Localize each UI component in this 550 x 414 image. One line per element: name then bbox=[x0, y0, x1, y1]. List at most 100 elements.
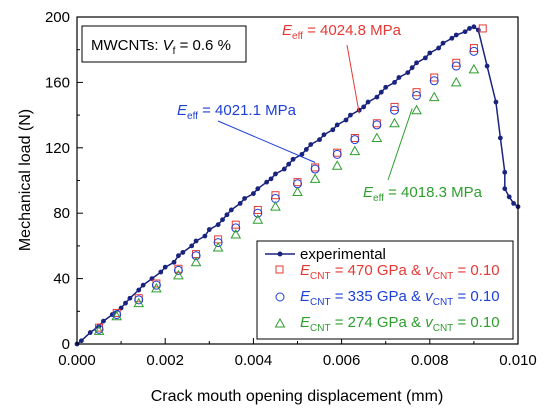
data-point bbox=[133, 297, 145, 308]
data-point bbox=[123, 300, 128, 306]
data-point bbox=[212, 242, 224, 252]
data-point bbox=[308, 142, 314, 147]
data-point bbox=[173, 269, 184, 280]
data-point bbox=[281, 166, 287, 172]
annotation-green-leader bbox=[387, 108, 413, 181]
y-tick-label: 0 bbox=[62, 336, 70, 353]
legend-swatch-circle bbox=[275, 292, 285, 302]
data-point bbox=[299, 151, 305, 157]
data-point bbox=[414, 60, 419, 66]
legend-335-mid: = 335 GPa & bbox=[331, 288, 426, 305]
data-point bbox=[471, 24, 477, 30]
data-point bbox=[253, 208, 263, 218]
data-point bbox=[94, 324, 104, 334]
data-point bbox=[158, 269, 164, 275]
data-point bbox=[392, 80, 397, 85]
data-point bbox=[193, 238, 199, 244]
x-tick-label: 0.000 bbox=[58, 352, 96, 369]
y-axis-title: Mechanical load (N) bbox=[17, 109, 34, 251]
legend-274-end: = 0.10 bbox=[453, 314, 499, 331]
data-point bbox=[497, 135, 503, 141]
data-point bbox=[237, 200, 243, 206]
data-point bbox=[317, 137, 322, 143]
annotation-blue: Eeff = 4021.1 MPa bbox=[177, 102, 316, 163]
data-point bbox=[268, 176, 274, 182]
series-2 bbox=[94, 46, 479, 334]
annotation-blue-var: E bbox=[177, 102, 188, 119]
data-point bbox=[242, 196, 247, 201]
data-point bbox=[251, 191, 256, 196]
data-point bbox=[140, 282, 146, 288]
legend-274-sub-a: CNT bbox=[310, 323, 331, 334]
x-axis-title: Crack mouth opening displacement (mm) bbox=[151, 388, 444, 405]
data-point bbox=[303, 147, 309, 152]
data-point bbox=[101, 318, 106, 324]
info-box: MWCNTs: Vf = 0.6 % bbox=[81, 25, 247, 63]
annotation-blue-leader bbox=[217, 120, 316, 163]
annotation-red-sub: eff bbox=[292, 31, 303, 42]
data-point bbox=[231, 223, 241, 233]
data-point bbox=[361, 104, 367, 110]
data-point bbox=[452, 58, 461, 67]
y-tick-label: 40 bbox=[53, 271, 70, 288]
data-point bbox=[321, 132, 327, 138]
series-3 bbox=[93, 63, 480, 335]
x-tick-label: 0.004 bbox=[235, 352, 273, 369]
data-point bbox=[412, 88, 421, 97]
data-point bbox=[469, 46, 479, 56]
legend-335-end: = 0.10 bbox=[453, 288, 499, 305]
data-point bbox=[502, 169, 508, 175]
data-point bbox=[378, 89, 384, 95]
data-point bbox=[412, 90, 422, 100]
axis-ticks: 0.000 0.002 0.004 0.006 0.008 0.010 0 40 80 120 16… bbox=[45, 9, 537, 369]
data-point bbox=[310, 164, 320, 174]
data-point bbox=[127, 295, 133, 301]
info-box-prefix: MWCNTs: bbox=[91, 37, 163, 54]
info-box-sub: f bbox=[173, 46, 176, 57]
data-point bbox=[383, 84, 389, 90]
data-point bbox=[273, 171, 278, 177]
legend-470-var-a: E bbox=[300, 262, 311, 279]
info-box-suffix: = 0.6 % bbox=[175, 37, 230, 54]
data-point bbox=[467, 26, 472, 31]
data-point bbox=[79, 338, 84, 344]
annotation-green: Eeff = 4018.3 MPa bbox=[363, 108, 483, 204]
data-point bbox=[422, 55, 428, 61]
annotation-green-sub: eff bbox=[373, 193, 384, 204]
info-box-text: MWCNTs: Vf = 0.6 % bbox=[91, 37, 231, 57]
info-box-var: V bbox=[163, 37, 175, 54]
data-point bbox=[255, 186, 261, 192]
data-point bbox=[134, 295, 144, 305]
data-point bbox=[190, 256, 202, 267]
data-point bbox=[230, 228, 242, 239]
data-point bbox=[206, 227, 212, 232]
y-tick-label: 80 bbox=[53, 205, 70, 222]
data-point bbox=[191, 251, 201, 261]
legend-335-sub-b: CNT bbox=[433, 297, 454, 308]
info-box-frame bbox=[81, 25, 247, 63]
legend-swatch-square bbox=[275, 265, 284, 274]
annotation-blue-sub: eff bbox=[187, 111, 198, 122]
data-point bbox=[180, 250, 186, 255]
data-point bbox=[506, 194, 512, 200]
data-point bbox=[468, 63, 480, 74]
data-point bbox=[462, 29, 468, 35]
x-tick-label: 0.002 bbox=[146, 352, 184, 369]
legend-label-experimental: experimental bbox=[300, 246, 386, 263]
data-point bbox=[202, 233, 208, 239]
data-point bbox=[502, 186, 508, 192]
data-point bbox=[253, 205, 262, 214]
data-point bbox=[343, 117, 349, 123]
annotation-blue-value: = 4021.1 MPa bbox=[198, 102, 297, 119]
data-point bbox=[449, 35, 455, 41]
x-tick-label: 0.010 bbox=[499, 352, 537, 369]
legend-470-sub-b: CNT bbox=[433, 271, 454, 282]
data-point bbox=[151, 280, 161, 290]
data-point bbox=[409, 65, 415, 71]
annotation-green-label: Eeff = 4018.3 MPa bbox=[363, 184, 483, 204]
data-point bbox=[334, 122, 340, 128]
data-point bbox=[215, 222, 221, 228]
data-point bbox=[332, 149, 342, 159]
annotation-red-label: Eeff = 4024.8 MPa bbox=[282, 22, 402, 42]
